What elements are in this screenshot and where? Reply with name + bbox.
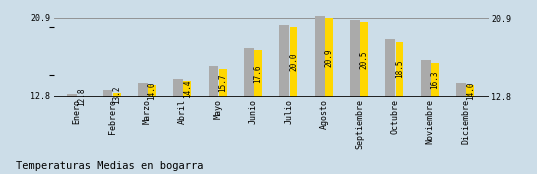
- Text: 12.8: 12.8: [30, 92, 50, 101]
- Bar: [219, 69, 227, 97]
- Bar: [279, 25, 289, 97]
- Bar: [138, 83, 148, 97]
- Bar: [315, 16, 324, 97]
- Bar: [467, 85, 474, 97]
- Text: 14.4: 14.4: [183, 80, 192, 98]
- Bar: [350, 20, 360, 97]
- Text: 20.5: 20.5: [360, 50, 369, 69]
- Text: 18.5: 18.5: [395, 60, 404, 78]
- Bar: [421, 60, 431, 97]
- Bar: [325, 18, 333, 97]
- Text: 17.6: 17.6: [253, 64, 263, 83]
- Bar: [254, 50, 262, 97]
- Text: 20.9: 20.9: [30, 14, 50, 23]
- Bar: [456, 83, 466, 97]
- Text: 20.9: 20.9: [324, 48, 333, 67]
- Bar: [148, 85, 156, 97]
- Bar: [431, 63, 439, 97]
- Bar: [289, 27, 297, 97]
- Text: 14.0: 14.0: [148, 82, 156, 100]
- Text: 16.3: 16.3: [431, 70, 439, 89]
- Text: Temperaturas Medias en bogarra: Temperaturas Medias en bogarra: [16, 161, 204, 171]
- Bar: [184, 81, 191, 97]
- Bar: [244, 48, 254, 97]
- Text: 13.2: 13.2: [112, 85, 121, 104]
- Bar: [386, 39, 395, 97]
- Bar: [103, 90, 112, 97]
- Bar: [208, 66, 219, 97]
- Text: 14.0: 14.0: [466, 82, 475, 100]
- Text: 20.0: 20.0: [289, 53, 298, 71]
- Bar: [396, 42, 403, 97]
- Bar: [113, 93, 120, 97]
- Bar: [67, 94, 77, 97]
- Text: 15.7: 15.7: [218, 73, 227, 92]
- Bar: [360, 22, 368, 97]
- Text: 12.8: 12.8: [77, 87, 86, 106]
- Bar: [173, 79, 183, 97]
